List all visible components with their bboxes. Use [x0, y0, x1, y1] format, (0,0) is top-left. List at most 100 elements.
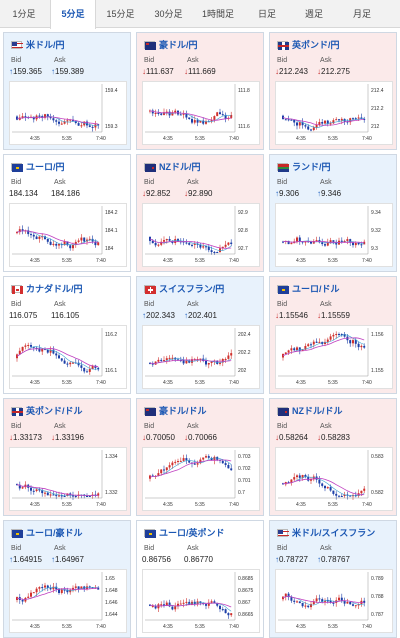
currency-card[interactable]: ランド/円 Bid Ask ↑9.306 ↑9.346 9.34 9.32 9.3 4:35 5:… [269, 154, 397, 272]
currency-pair-name[interactable]: カナダドル/円 [26, 284, 83, 294]
candle-body [363, 600, 366, 603]
currency-pair-title[interactable]: ユーロ/豪ドル [11, 527, 129, 540]
chart-panel: 0.8685 0.8675 0.867 0.8665 4:35 5:35 7:40 [142, 569, 260, 633]
currency-pair-name[interactable]: 米ドル/スイスフラン [292, 528, 376, 538]
candle-body [35, 236, 38, 239]
currency-pair-name[interactable]: ユーロ/円 [26, 162, 65, 172]
candle-body [335, 119, 338, 121]
candle-body [160, 469, 163, 474]
currency-card[interactable]: カナダドル/円 Bid Ask 116.075 116.105 116.2 116.1 4:3… [3, 276, 131, 394]
candle-body [41, 587, 44, 589]
currency-pair-name[interactable]: 英ポンド/ドル [26, 406, 83, 416]
y-tick-label: 1.332 [105, 490, 118, 496]
currency-card[interactable]: 米ドル/円 Bid Ask ↑159.365 ↑159.389 159.4 159.3 4:3… [3, 32, 131, 150]
currency-pair-name[interactable]: ランド/円 [292, 162, 331, 172]
ma-line-long [17, 587, 99, 600]
currency-pair-name[interactable]: ユーロ/ドル [292, 284, 340, 294]
tab-timeframe-1[interactable]: 5分足 [50, 0, 96, 29]
candle-body [91, 126, 94, 128]
currency-card[interactable]: NZドル/ドル Bid Ask ↓0.58264 ↓0.58283 0.583 0.582 4… [269, 398, 397, 516]
currency-card[interactable]: 米ドル/スイスフラン Bid Ask ↑0.78727 ↑0.78767 0.789 0.7… [269, 520, 397, 638]
currency-pair-name[interactable]: NZドル/ドル [292, 406, 343, 416]
currency-card[interactable]: ユーロ/豪ドル Bid Ask ↑1.64915 ↑1.64967 1.65 1.648 1.… [3, 520, 131, 638]
candle-body [32, 592, 35, 594]
tab-timeframe-7[interactable]: 月足 [352, 9, 371, 19]
candle-body [202, 120, 205, 124]
tab-timeframe-6[interactable]: 週足 [304, 9, 323, 19]
flag-us-icon [11, 41, 23, 49]
currency-pair-name[interactable]: 英ポンド/円 [292, 40, 340, 50]
currency-card[interactable]: ユーロ/英ポンド Bid Ask 0.86756 0.86770 0.8685 0.8675… [136, 520, 264, 638]
ask-value: ↓0.58283 [317, 433, 350, 442]
x-tick-label: 7:40 [229, 136, 239, 142]
currency-pair-title[interactable]: ユーロ/英ポンド [144, 527, 262, 540]
flag-eu-icon [11, 529, 23, 538]
currency-pair-title[interactable]: カナダドル/円 [11, 283, 129, 296]
currency-pair-name[interactable]: ユーロ/豪ドル [26, 528, 83, 538]
candle-body [298, 601, 301, 604]
x-tick-label: 4:35 [296, 380, 306, 386]
candle-body [282, 354, 284, 358]
candle-body [221, 114, 224, 116]
candle-body [312, 127, 315, 130]
candle-body [298, 475, 301, 478]
currency-pair-name[interactable]: ユーロ/英ポンド [159, 528, 225, 538]
candle-body [340, 496, 343, 497]
tab-timeframe-4[interactable]: 1時間足 [201, 9, 234, 19]
candle-body [163, 604, 165, 606]
ask-value: ↑0.78767 [317, 555, 350, 564]
chart-panel: 111.8 111.6 4:35 5:35 7:40 [142, 81, 260, 145]
currency-pair-name[interactable]: 豪ドル/ドル [159, 406, 207, 416]
currency-card[interactable]: NZドル/円 Bid Ask ↓92.852 ↓92.890 92.9 92.8 92.7 4:… [136, 154, 264, 272]
candle-body [354, 118, 357, 120]
candle-body [66, 493, 69, 496]
tab-timeframe-5[interactable]: 日足 [257, 9, 276, 19]
currency-pair-name[interactable]: NZドル/円 [159, 162, 201, 172]
arrow-up-icon: ↑ [184, 311, 188, 320]
currency-pair-name[interactable]: スイスフラン/円 [159, 284, 225, 294]
currency-pair-title[interactable]: 英ポンド/円 [277, 39, 395, 52]
candle-body [227, 613, 230, 616]
currency-pair-title[interactable]: スイスフラン/円 [144, 283, 262, 296]
currency-pair-title[interactable]: ユーロ/円 [11, 161, 129, 174]
candle-body [282, 596, 284, 600]
currency-card[interactable]: 英ポンド/ドル Bid Ask ↓1.33173 ↓1.33196 1.334 1.332 4… [3, 398, 131, 516]
currency-pair-title[interactable]: NZドル/円 [144, 161, 262, 174]
currency-card[interactable]: 豪ドル/ドル Bid Ask ↓0.70050 ↓0.70066 0.703 0.702 0.… [136, 398, 264, 516]
tab-timeframe-2[interactable]: 15分足 [106, 9, 135, 19]
candle-body [340, 597, 343, 601]
candle-body [205, 456, 207, 458]
currency-pair-name[interactable]: 米ドル/円 [26, 40, 65, 50]
currency-card[interactable]: ユーロ/ドル Bid Ask ↓1.15546 ↓1.15559 1.156 1.155 4:… [269, 276, 397, 394]
currency-pair-title[interactable]: 米ドル/スイスフラン [277, 527, 395, 540]
candle-body [94, 365, 97, 368]
currency-pair-title[interactable]: ユーロ/ドル [277, 283, 395, 296]
currency-pair-title[interactable]: 英ポンド/ドル [11, 405, 129, 418]
y-tick-label: 1.644 [105, 612, 118, 618]
tab-timeframe-0[interactable]: 1分足 [12, 9, 36, 19]
currency-pair-title[interactable]: 豪ドル/円 [144, 39, 262, 52]
candle-body [163, 360, 165, 362]
candle-body [210, 250, 213, 252]
candle-body [304, 125, 307, 127]
currency-card[interactable]: ユーロ/円 Bid Ask 184.134 184.186 184.2 184.1 184 4:… [3, 154, 131, 272]
currency-pair-title[interactable]: 米ドル/円 [11, 39, 129, 52]
candle-body [216, 112, 219, 117]
currency-pair-title[interactable]: ランド/円 [277, 161, 395, 174]
arrow-down-icon: ↓ [317, 433, 321, 442]
currency-pair-title[interactable]: NZドル/ドル [277, 405, 395, 418]
x-tick-label: 7:40 [229, 258, 239, 264]
bid-label: Bid [277, 545, 288, 552]
ma-line-long [16, 484, 99, 496]
ask-label: Ask [54, 179, 66, 186]
candle-body [72, 245, 74, 249]
bid-label: Bid [277, 179, 288, 186]
currency-pair-name[interactable]: 豪ドル/円 [159, 40, 198, 50]
tab-timeframe-3[interactable]: 30分足 [154, 9, 183, 19]
currency-card[interactable]: 英ポンド/円 Bid Ask ↓212.243 ↓212.275 212.4 212.2 21… [269, 32, 397, 150]
candle-body [168, 357, 171, 359]
currency-pair-title[interactable]: 豪ドル/ドル [144, 405, 262, 418]
currency-card[interactable]: スイスフラン/円 Bid Ask ↑202.343 ↑202.401 202.4 202.2… [136, 276, 264, 394]
bid-label: Bid [277, 423, 288, 430]
currency-card[interactable]: 豪ドル/円 Bid Ask ↓111.637 ↓111.669 111.8 111.6 4:3… [136, 32, 264, 150]
